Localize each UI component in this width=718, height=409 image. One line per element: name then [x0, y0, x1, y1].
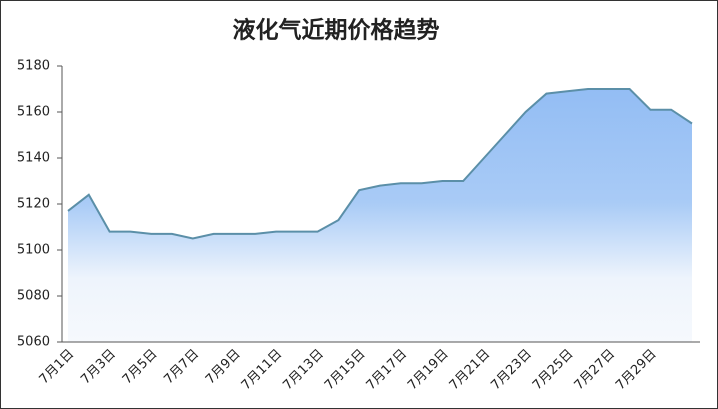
plot: [67, 88, 693, 342]
y-tick-label: 5060: [17, 335, 50, 350]
y-tick-label: 5160: [17, 105, 50, 120]
y-tick-label: 5180: [17, 59, 50, 74]
area-line: [67, 88, 693, 240]
chart-title: 液化气近期价格趋势: [233, 17, 440, 44]
area-fill: [68, 89, 692, 342]
y-tick-label: 5140: [17, 151, 50, 166]
y-tick-label: 5120: [17, 197, 50, 212]
y-tick-label: 5080: [17, 289, 50, 304]
y-tick-label: 5100: [17, 243, 50, 258]
